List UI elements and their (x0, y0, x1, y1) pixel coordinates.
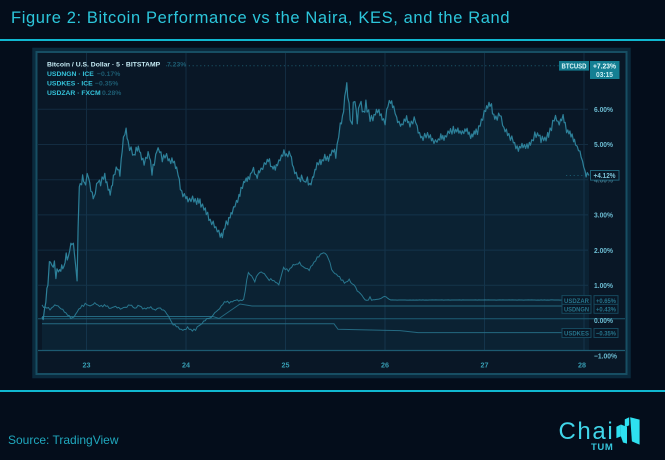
svg-text:3.00%: 3.00% (594, 211, 614, 220)
svg-text:7.23%: 7.23% (167, 61, 186, 68)
svg-text:6.00%: 6.00% (594, 105, 614, 114)
svg-text:03:15: 03:15 (596, 72, 613, 79)
svg-text:0.00%: 0.00% (594, 316, 614, 325)
svg-text:1.00%: 1.00% (594, 281, 614, 290)
svg-text:USDZAR: USDZAR (564, 298, 589, 305)
svg-text:24: 24 (182, 361, 190, 370)
svg-text:Bitcoin / U.S. Dollar · 5 · BI: Bitcoin / U.S. Dollar · 5 · BITSTAMP (47, 61, 161, 68)
svg-text:+0.65%: +0.65% (596, 298, 616, 305)
svg-text:2.00%: 2.00% (594, 246, 614, 255)
svg-text:23: 23 (83, 361, 91, 370)
svg-text:26: 26 (381, 361, 389, 370)
svg-text:−0.35%: −0.35% (95, 80, 118, 87)
svg-text:25: 25 (282, 361, 290, 370)
svg-text:27: 27 (481, 361, 489, 370)
svg-text:USDNGN: USDNGN (564, 307, 589, 314)
svg-text:USDKES · ICE: USDKES · ICE (47, 80, 93, 87)
svg-text:0.28%: 0.28% (102, 90, 121, 97)
svg-text:−0.17%: −0.17% (97, 71, 120, 78)
svg-text:−0.35%: −0.35% (596, 331, 616, 338)
svg-text:BTCUSD: BTCUSD (562, 64, 587, 71)
svg-text:+0.43%: +0.43% (596, 307, 616, 314)
svg-text:5.00%: 5.00% (594, 140, 614, 149)
svg-text:28: 28 (578, 361, 586, 370)
svg-text:+4.12%: +4.12% (594, 173, 617, 180)
svg-text:USDZAR · FXCM: USDZAR · FXCM (47, 90, 101, 97)
svg-text:USDNGN · ICE: USDNGN · ICE (47, 71, 94, 78)
svg-text:USDKES: USDKES (564, 331, 590, 338)
svg-text:+7.23%: +7.23% (593, 64, 617, 71)
svg-text:−1.00%: −1.00% (594, 351, 618, 360)
